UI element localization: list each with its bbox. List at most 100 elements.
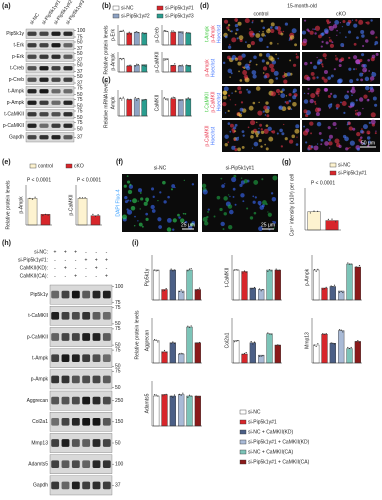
micrograph-signal bbox=[370, 112, 376, 118]
micrograph-signal bbox=[219, 207, 223, 212]
micrograph-signal bbox=[355, 68, 357, 70]
blot-band bbox=[27, 112, 37, 117]
mw-label: 50 bbox=[77, 126, 83, 132]
micrograph-signal bbox=[281, 88, 285, 92]
blot-band bbox=[39, 31, 49, 36]
micrograph-signal bbox=[202, 216, 208, 222]
micrograph-signal bbox=[230, 72, 233, 75]
data-dot bbox=[342, 291, 344, 294]
micrograph-signal bbox=[307, 87, 310, 90]
data-dot bbox=[270, 270, 272, 272]
micrograph-signal bbox=[288, 93, 292, 97]
micrograph-signal bbox=[358, 97, 364, 102]
micrograph-signal bbox=[367, 140, 371, 144]
bar bbox=[329, 286, 336, 301]
micrograph-signal bbox=[229, 99, 231, 101]
micrograph-signal bbox=[157, 200, 159, 202]
data-dot bbox=[350, 263, 352, 265]
micrograph-signal bbox=[239, 107, 244, 112]
micrograph-signal bbox=[304, 61, 308, 66]
bar bbox=[170, 98, 177, 117]
data-dot bbox=[252, 343, 254, 345]
micrograph-signal bbox=[253, 55, 257, 59]
chart-axis-label: p-Erk bbox=[110, 29, 116, 41]
micrograph-signal bbox=[332, 121, 337, 126]
legend-swatch bbox=[329, 170, 337, 176]
mw-label: 75 bbox=[77, 85, 83, 91]
micrograph-signal bbox=[279, 128, 283, 133]
mw-label: 75 bbox=[77, 97, 83, 103]
micrograph-signal bbox=[329, 43, 335, 48]
bar bbox=[169, 342, 176, 364]
data-dot bbox=[325, 332, 327, 335]
micrograph-signal bbox=[250, 119, 256, 126]
micrograph-signal bbox=[319, 58, 323, 62]
micrograph-signal bbox=[307, 29, 311, 33]
mw-label: 37 bbox=[77, 135, 83, 141]
micrograph-signal bbox=[237, 21, 242, 26]
data-dot bbox=[270, 333, 272, 335]
data-dot bbox=[358, 341, 361, 344]
data-dot bbox=[178, 64, 180, 67]
blot-band bbox=[92, 439, 101, 447]
micrograph-signal bbox=[346, 123, 349, 126]
micrograph-signal bbox=[264, 114, 267, 116]
micrograph-signal bbox=[320, 45, 323, 48]
micrograph-signal bbox=[347, 56, 351, 59]
blot-band bbox=[102, 333, 111, 341]
micrograph-signal bbox=[349, 101, 355, 107]
data-dot bbox=[252, 287, 254, 290]
micrograph-signal bbox=[263, 75, 268, 79]
blot-band bbox=[82, 439, 91, 447]
data-dot bbox=[121, 59, 123, 61]
data-dot bbox=[323, 333, 326, 335]
micrograph-signal bbox=[231, 57, 235, 61]
micrograph-signal bbox=[278, 105, 283, 111]
micrograph-signal bbox=[227, 45, 232, 49]
blot-band bbox=[51, 417, 60, 426]
micrograph-signal bbox=[252, 200, 256, 204]
micrograph-signal bbox=[284, 22, 288, 26]
mw-label: 50 bbox=[77, 92, 83, 98]
legend-swatch bbox=[156, 13, 164, 19]
micrograph-signal bbox=[316, 107, 318, 109]
data-dot bbox=[34, 196, 36, 198]
blot-band bbox=[92, 354, 101, 363]
data-dot bbox=[187, 270, 189, 272]
blot-band bbox=[71, 375, 80, 384]
bar bbox=[161, 351, 168, 364]
bar bbox=[153, 340, 160, 364]
data-dot bbox=[253, 286, 256, 289]
micrograph-signal bbox=[254, 196, 257, 199]
micrograph-signal bbox=[328, 39, 332, 43]
micrograph-signal bbox=[223, 196, 228, 201]
blot-band bbox=[102, 396, 111, 405]
blot-band bbox=[102, 439, 111, 447]
micrograph-signal bbox=[140, 197, 144, 201]
data-dot bbox=[171, 65, 173, 67]
micrograph-signal bbox=[374, 43, 377, 46]
micrograph-signal bbox=[283, 123, 285, 126]
data-dot bbox=[171, 30, 173, 32]
legend-label: si-NC bbox=[121, 5, 134, 11]
micrograph-signal bbox=[255, 33, 261, 38]
micrograph-signal bbox=[260, 130, 265, 135]
blot-band bbox=[39, 100, 49, 105]
micrograph-signal bbox=[191, 221, 196, 225]
p-value: P < 0.0001 bbox=[27, 177, 51, 183]
micrograph-signal bbox=[328, 134, 333, 139]
micrograph-signal bbox=[341, 26, 344, 28]
micrograph-signal bbox=[178, 216, 181, 219]
stain-label: p-Ampk bbox=[210, 25, 216, 43]
bar bbox=[162, 98, 169, 117]
micrograph-signal bbox=[240, 112, 243, 115]
condition-sign: + bbox=[74, 273, 77, 279]
data-dot bbox=[245, 271, 247, 273]
micrograph-signal bbox=[239, 79, 243, 82]
micrograph-signal bbox=[371, 71, 374, 74]
data-dot bbox=[79, 197, 81, 199]
panel-label: (i) bbox=[132, 240, 139, 247]
blot-band bbox=[92, 375, 101, 384]
micrograph-signal bbox=[356, 131, 361, 137]
blot-band bbox=[51, 77, 61, 82]
